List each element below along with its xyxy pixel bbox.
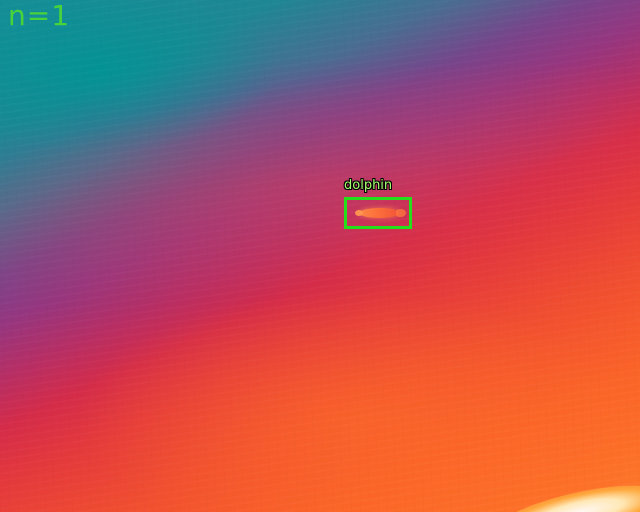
detection-count-label: n=1: [8, 0, 71, 32]
dolphin-bounding-box: [344, 197, 412, 229]
detection-label: dolphin: [344, 178, 393, 193]
dolphin-thermal-signature: [355, 208, 406, 218]
